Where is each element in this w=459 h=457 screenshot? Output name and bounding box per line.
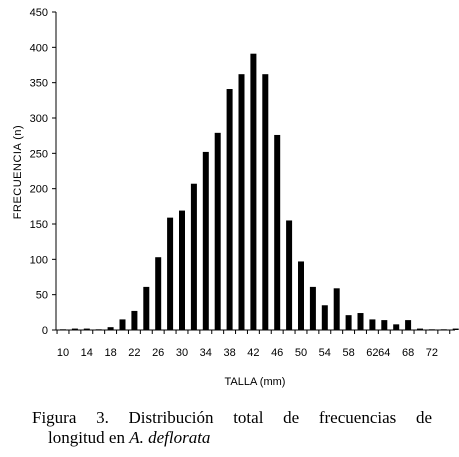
- bars: [60, 53, 459, 331]
- x-tick-label: 34: [200, 347, 212, 359]
- y-tick-label: 50: [36, 290, 48, 302]
- x-tick-label: 72: [426, 347, 438, 359]
- x-tick-label: 64: [378, 347, 390, 359]
- x-tick-label: 54: [319, 347, 331, 359]
- y-tick-label: 150: [30, 219, 48, 231]
- x-tick-label: 38: [223, 347, 235, 359]
- bar: [274, 134, 281, 330]
- bar: [369, 319, 376, 330]
- y-tick-label: 400: [30, 42, 48, 54]
- bar: [428, 329, 435, 331]
- y-tick-label: 0: [42, 325, 48, 337]
- bar: [250, 53, 257, 331]
- x-tick-label: 46: [271, 347, 283, 359]
- bar: [131, 310, 138, 330]
- bar: [393, 324, 400, 330]
- y-tick-label: 100: [30, 254, 48, 266]
- y-tick-label: 250: [30, 148, 48, 160]
- figure-caption: Figura 3. Distribución total de frecuenc…: [32, 408, 432, 448]
- bar: [345, 315, 352, 330]
- caption-text: longitud en: [48, 428, 130, 447]
- x-tick-label: 14: [81, 347, 93, 359]
- bar: [309, 286, 316, 330]
- bar: [155, 257, 162, 330]
- x-tick-label: 58: [342, 347, 354, 359]
- bar: [286, 220, 293, 330]
- x-tick-label: 10: [57, 347, 69, 359]
- x-axis: 10 14 18 22 26 30 34 38 42 46 50 54 58 62 64 68 72: [56, 329, 455, 359]
- x-tick-label: 30: [176, 347, 188, 359]
- bar: [298, 261, 304, 330]
- bar: [238, 74, 245, 330]
- bar: [71, 328, 78, 330]
- x-tick-label: 42: [247, 347, 259, 359]
- bar-chart: 0 50 100 150 200 250 300 350 400 450 10 14 18 22 26 30…: [12, 7, 459, 388]
- y-tick-label: 350: [30, 78, 48, 90]
- caption-line-1: Figura 3. Distribución total de frecuenc…: [32, 408, 432, 427]
- x-tick-label: 18: [104, 347, 116, 359]
- bar: [440, 329, 447, 331]
- y-tick-label: 450: [30, 7, 48, 19]
- bar: [357, 313, 364, 330]
- y-axis-title: FRECUENCIA (n): [12, 125, 24, 219]
- x-tick-label: 22: [128, 347, 140, 359]
- x-tick-label: 50: [295, 347, 307, 359]
- y-tick-label: 300: [30, 113, 48, 125]
- caption-species-name: A. deflorata: [129, 428, 211, 447]
- bar: [143, 286, 150, 330]
- x-tick-label: 26: [152, 347, 164, 359]
- bar: [95, 329, 102, 331]
- bar: [226, 89, 233, 330]
- bar: [107, 327, 114, 330]
- x-tick-label: 68: [402, 347, 414, 359]
- bar: [452, 328, 459, 330]
- bar: [167, 217, 174, 330]
- bar: [321, 305, 328, 330]
- y-tick-label: 200: [30, 184, 48, 196]
- bar: [214, 132, 221, 330]
- bar: [119, 319, 126, 330]
- bar: [179, 210, 185, 330]
- bar: [83, 328, 90, 330]
- x-axis-title: TALLA (mm): [225, 376, 286, 388]
- bar: [190, 183, 197, 330]
- bar: [60, 329, 66, 331]
- y-axis: 0 50 100 150 200 250 300 350 400 450: [30, 7, 57, 337]
- bar: [333, 288, 340, 330]
- bar: [405, 320, 412, 330]
- bar: [262, 74, 269, 330]
- x-tick-label: 62: [366, 347, 378, 359]
- caption-line-2: longitud en A. deflorata: [32, 428, 432, 448]
- bar: [202, 151, 209, 330]
- bar: [381, 320, 388, 330]
- bar: [417, 328, 423, 330]
